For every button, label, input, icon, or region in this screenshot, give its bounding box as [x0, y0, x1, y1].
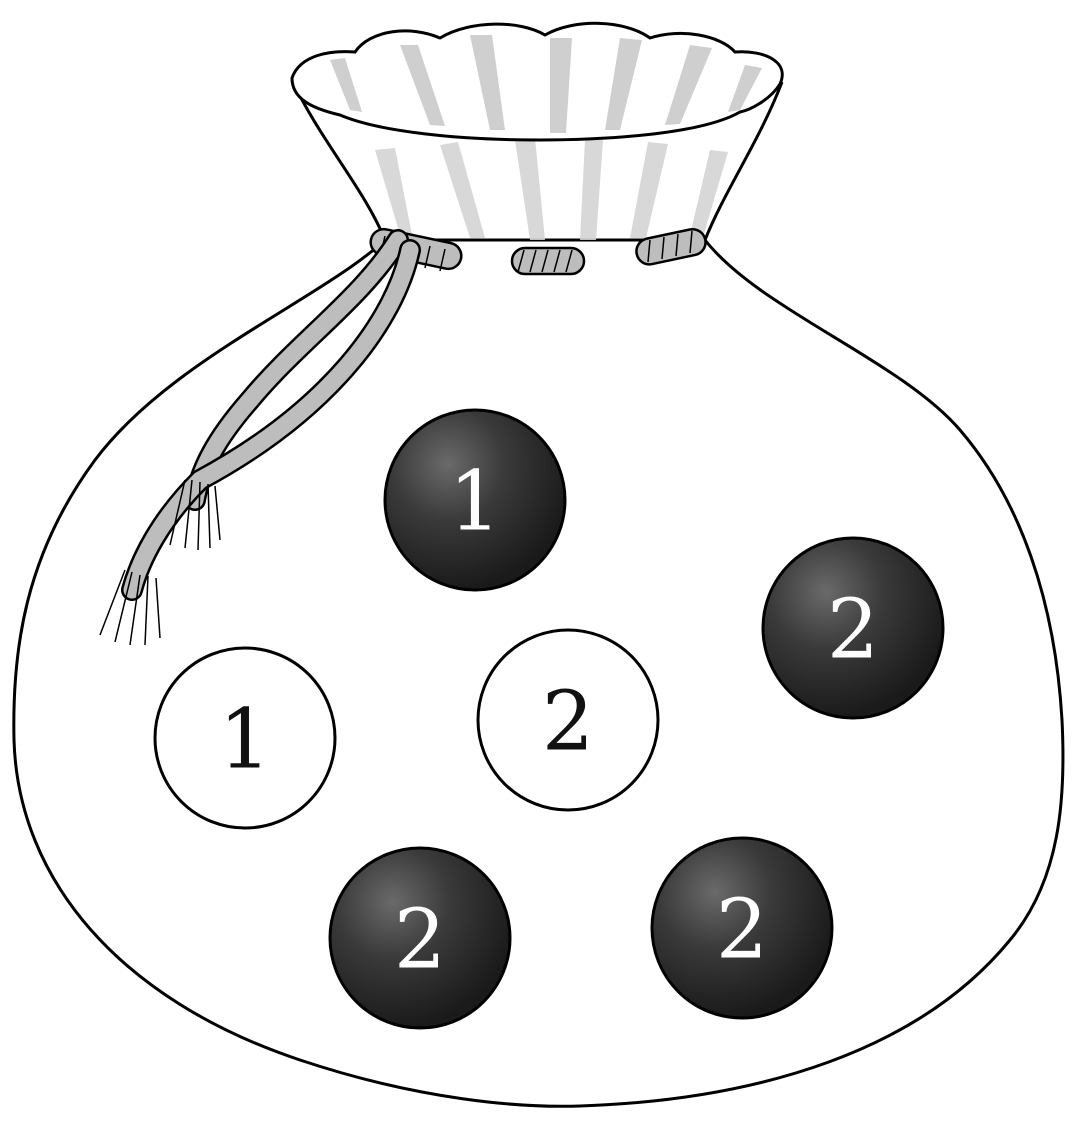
ball-circle [328, 846, 512, 1030]
rim-folds [330, 35, 762, 133]
neck-folds [375, 138, 728, 240]
ball-circle [476, 628, 660, 812]
ball-white: 1 [153, 646, 337, 830]
hanging-rope [99, 229, 421, 646]
ball-black: 2 [650, 836, 834, 1020]
ball-black: 1 [383, 408, 567, 592]
ball-number-label: 2 [716, 883, 768, 978]
ball-number-label: 1 [219, 693, 271, 788]
ball-white: 2 [476, 628, 660, 812]
ball-number-label: 2 [827, 583, 879, 678]
ball-number-label: 2 [394, 893, 446, 988]
ball-number-label: 1 [449, 455, 501, 550]
bag-rim [290, 21, 784, 142]
ball-circle [650, 836, 834, 1020]
ball-black: 2 [328, 846, 512, 1030]
balls: 1 2 1 2 2 2 [153, 408, 945, 1030]
ball-black: 2 [761, 536, 945, 720]
ball-circle [383, 408, 567, 592]
ball-number-label: 2 [542, 675, 594, 770]
ball-circle [153, 646, 337, 830]
ball-circle [761, 536, 945, 720]
